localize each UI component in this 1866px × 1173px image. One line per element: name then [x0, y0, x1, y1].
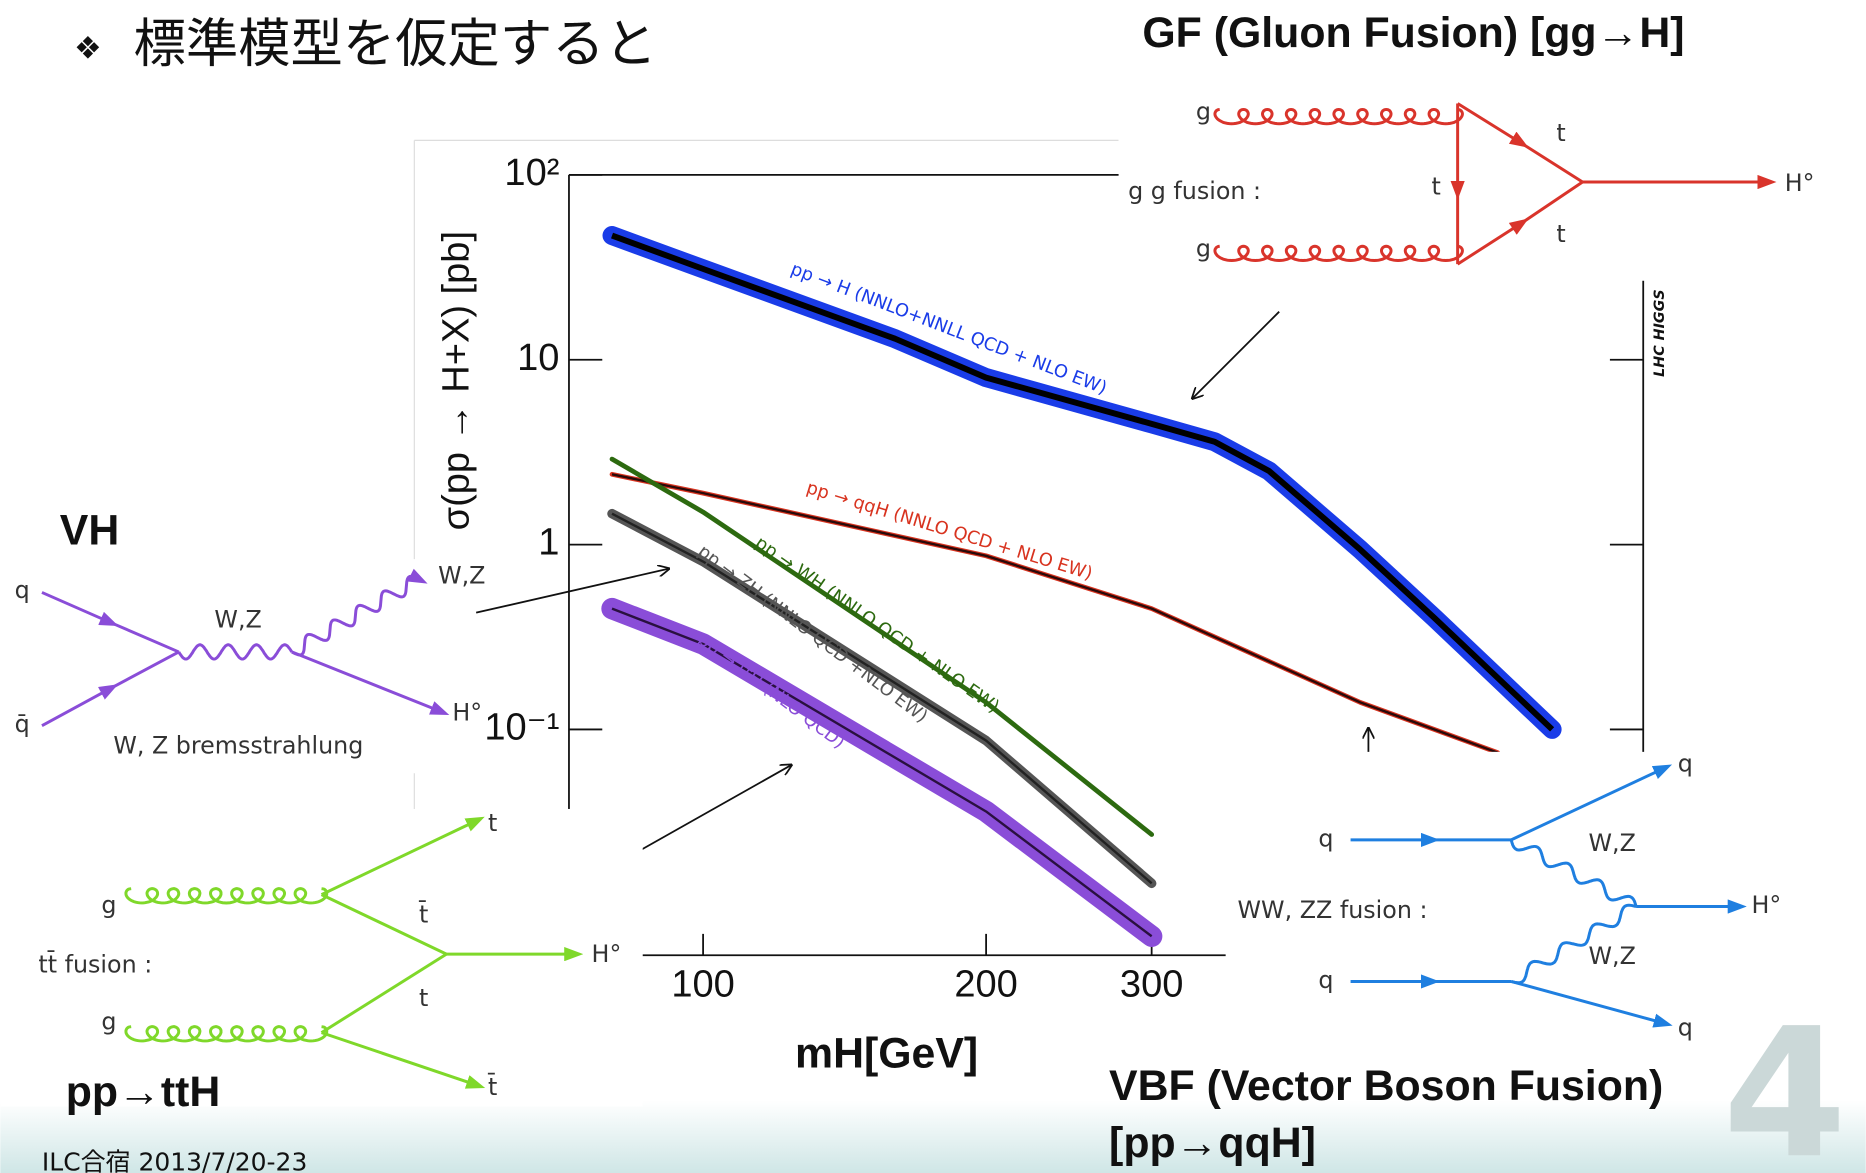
diagram-heading: GF (Gluon Fusion) [gg→H]: [1142, 9, 1684, 57]
x-tick-label: 200: [954, 963, 1017, 1005]
diagram-label: g: [101, 1008, 116, 1036]
diagram-label: g: [1196, 234, 1211, 262]
diagram-label: q: [1678, 1014, 1693, 1042]
diagram-label: W,Z: [1589, 942, 1636, 970]
diagram-label: q: [1318, 824, 1333, 852]
diagram-label: H°: [1751, 891, 1781, 919]
x-axis-label: mH[GeV]: [795, 1030, 978, 1078]
annotation: LHC HIGGS: [1652, 289, 1668, 376]
x-tick-label: 100: [671, 963, 734, 1005]
diagram-label: t: [1556, 119, 1565, 147]
footer: ILC合宿 2013/7/20-23: [42, 1147, 307, 1173]
x-tick-label: 300: [1120, 963, 1183, 1005]
diagram-heading: [pp→qqH]: [1109, 1119, 1316, 1167]
slide-title: 標準模型を仮定すると: [134, 14, 657, 75]
diagram-label: g: [101, 891, 116, 919]
diagram-label: q: [15, 576, 30, 604]
diagram-label: H°: [592, 940, 622, 968]
y-tick-label: 10²: [504, 152, 559, 194]
diagram-label: t: [1556, 220, 1565, 248]
diagram-label: g g fusion :: [1128, 177, 1261, 205]
y-axis-label: σ(pp → H+X) [pb]: [435, 231, 477, 530]
diagram-label: W,Z: [214, 606, 261, 634]
diagram-label: W,Z: [1589, 829, 1636, 857]
diagram-heading: VH: [60, 506, 119, 554]
diagram-label: W, Z bremsstrahlung: [113, 732, 363, 760]
diagram-heading: VBF (Vector Boson Fusion): [1109, 1062, 1663, 1110]
diagram-label: H°: [452, 698, 482, 726]
diagram-label: g: [1196, 98, 1211, 126]
diagram-label: q̄: [15, 710, 30, 738]
y-tick-label: 10⁻¹: [484, 706, 559, 748]
diagram-label: H°: [1785, 169, 1815, 197]
diagram-label: t: [1431, 172, 1440, 200]
y-tick-label: 1: [538, 522, 559, 564]
diagram-label: tt̄ fusion :: [38, 950, 152, 978]
diagram-heading: pp→ttH: [66, 1068, 221, 1116]
diagram-label: t̄: [487, 1073, 497, 1101]
diagram-label: t̄: [418, 900, 428, 928]
diagram-label: t: [488, 809, 497, 837]
diagram-label: q: [1318, 966, 1333, 994]
diagram-label: W,Z: [438, 561, 485, 589]
bullet: ❖: [74, 30, 102, 66]
diagram-label: q: [1678, 749, 1693, 777]
diagram-label: t: [419, 984, 428, 1012]
page-number: 4: [1723, 990, 1847, 1173]
slide: 4 ILC合宿 2013/7/20-23 ❖ 標準模型を仮定すると 10⁻¹ 1 1…: [0, 0, 1866, 1173]
diagram-label: WW, ZZ fusion :: [1238, 896, 1428, 924]
y-tick-label: 10: [517, 337, 559, 379]
